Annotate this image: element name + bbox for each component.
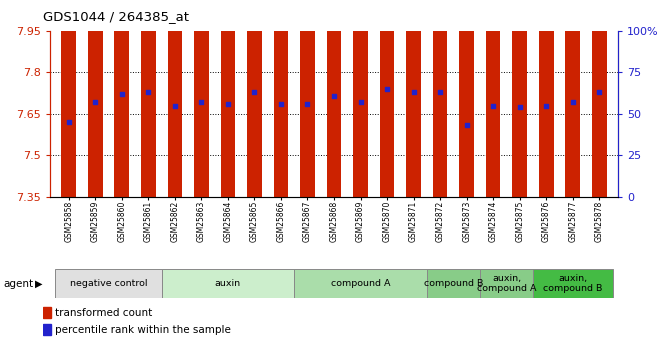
Bar (168, 0, 182, 197)
Bar (566, 0, 580, 197)
Bar (353, 0, 368, 197)
Bar (380, 0, 394, 197)
Text: negative control: negative control (69, 279, 147, 288)
Point (488, 103, 498, 108)
Text: compound B: compound B (424, 279, 483, 288)
Bar (300, 0, 315, 197)
Point (90, 99, 101, 105)
Point (567, 99, 578, 105)
Text: percentile rank within the sample: percentile rank within the sample (55, 325, 230, 335)
Bar (486, 0, 500, 197)
Bar (327, 0, 341, 197)
Text: GDS1044 / 264385_at: GDS1044 / 264385_at (43, 10, 190, 23)
Bar (533, 269, 613, 298)
Point (249, 90, 260, 95)
Bar (43, 324, 51, 335)
Point (514, 105, 525, 110)
Point (116, 91, 127, 97)
Bar (274, 0, 288, 197)
Bar (220, 0, 235, 197)
Text: agent: agent (3, 279, 33, 289)
Point (143, 90, 154, 95)
Point (196, 99, 206, 105)
Point (408, 90, 419, 95)
Text: ▶: ▶ (35, 279, 42, 289)
Point (329, 93, 339, 98)
Bar (194, 0, 208, 197)
Point (222, 101, 233, 107)
Text: auxin,
compound A: auxin, compound A (477, 274, 536, 294)
Bar (55, 269, 162, 298)
Bar (162, 269, 294, 298)
Point (435, 90, 446, 95)
Text: auxin,
compound B: auxin, compound B (543, 274, 603, 294)
Bar (480, 269, 533, 298)
Bar (539, 0, 554, 197)
Point (462, 123, 472, 128)
Bar (512, 0, 527, 197)
Text: transformed count: transformed count (55, 308, 152, 317)
Point (594, 90, 605, 95)
Point (276, 101, 287, 107)
Bar (61, 0, 76, 197)
Bar (406, 0, 421, 197)
Bar (43, 307, 51, 318)
Point (355, 99, 366, 105)
Point (63, 119, 74, 125)
Point (381, 86, 392, 92)
Bar (141, 0, 156, 197)
Bar (247, 0, 262, 197)
Point (541, 103, 552, 108)
Bar (592, 0, 607, 197)
Bar (427, 269, 480, 298)
Point (302, 101, 313, 107)
Text: compound A: compound A (331, 279, 390, 288)
Point (170, 103, 180, 108)
Bar (433, 0, 448, 197)
Bar (460, 0, 474, 197)
Text: auxin: auxin (215, 279, 241, 288)
Bar (114, 0, 129, 197)
Bar (294, 269, 427, 298)
Bar (88, 0, 102, 197)
